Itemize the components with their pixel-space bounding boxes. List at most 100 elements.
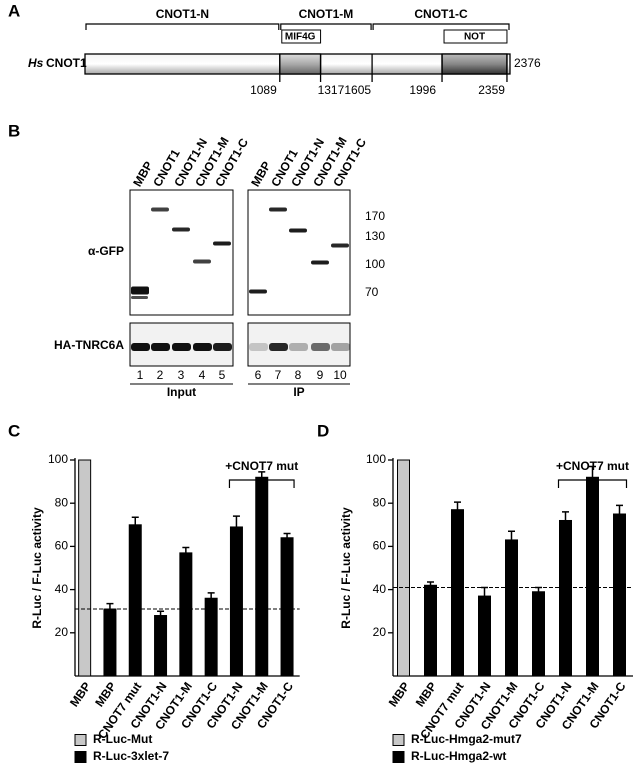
group-label: Input	[167, 385, 196, 399]
y-tick-label: 100	[48, 452, 68, 466]
domain-label: CNOT1-N	[156, 7, 209, 21]
mw-marker: 70	[365, 285, 379, 299]
bar	[78, 459, 92, 677]
band	[193, 343, 212, 351]
y-axis-label: R-Luc / F-Luc activity	[339, 507, 353, 629]
error-bar	[427, 581, 434, 586]
bar	[397, 459, 410, 677]
bar	[532, 591, 545, 677]
bar	[613, 513, 626, 677]
mw-marker: 170	[365, 209, 385, 223]
bar	[505, 539, 518, 677]
lane-number: 2	[157, 368, 164, 382]
motif-box	[281, 29, 322, 44]
error-bar	[535, 586, 542, 592]
y-tick-label: 20	[55, 625, 69, 639]
lane-number: 1	[137, 368, 144, 382]
legend-label: R-Luc-Hmga2-wt	[411, 749, 506, 763]
not-region	[441, 53, 508, 75]
y-tick-label: 80	[373, 495, 387, 509]
lane-number: 6	[255, 368, 262, 382]
antibody-label: α-GFP	[88, 244, 124, 258]
error-bar	[232, 515, 240, 527]
legend-swatch	[74, 734, 87, 746]
bracket	[557, 479, 628, 488]
y-axis-label: R-Luc / F-Luc activity	[30, 507, 44, 629]
error-bar	[157, 610, 165, 616]
position-label: 2359	[478, 83, 505, 97]
lane-number: 8	[295, 368, 302, 382]
band	[289, 343, 308, 351]
protein-name: CNOT1	[46, 56, 87, 70]
protein-length: 2376	[514, 56, 541, 70]
legend-label: R-Luc-Mut	[93, 732, 152, 746]
lane-number: 7	[275, 368, 282, 382]
band	[311, 260, 329, 265]
bar	[478, 595, 491, 677]
domain-label: CNOT1-M	[299, 7, 354, 21]
lane-number: 4	[199, 368, 206, 382]
bar	[128, 524, 142, 677]
blot-gfp	[247, 189, 351, 316]
y-tick-label: 40	[373, 582, 387, 596]
mw-marker: 100	[365, 257, 385, 271]
bar	[424, 584, 437, 677]
lane-number: 9	[317, 368, 324, 382]
x-tick-label: MBP	[386, 680, 413, 710]
error-bar	[283, 532, 291, 538]
x-tick-label: MBP	[67, 680, 94, 710]
error-bar	[589, 465, 596, 478]
mif4g-region	[279, 53, 322, 75]
legend-swatch	[392, 751, 405, 763]
band	[249, 343, 268, 351]
position-label: 1996	[409, 83, 436, 97]
lane-number: 10	[333, 368, 347, 382]
bar	[154, 615, 168, 677]
antibody-label: HA-TNRC6A	[54, 338, 124, 352]
error-bar	[481, 586, 488, 597]
position-label: 1317	[318, 83, 345, 97]
band	[331, 243, 349, 248]
error-bar	[562, 511, 569, 521]
bar	[204, 597, 218, 677]
x-tick-label: MBP	[413, 680, 440, 710]
band	[213, 343, 232, 351]
y-tick-label: 100	[366, 452, 386, 466]
lane-number: 3	[178, 368, 185, 382]
domain-bracket	[85, 23, 280, 30]
bracket-label: +CNOT7 mut	[556, 459, 629, 473]
lane-label: MBP	[248, 159, 273, 189]
legend-label: R-Luc-Hmga2-mut7	[411, 732, 522, 746]
error-bar	[207, 592, 215, 599]
panel-label: B	[8, 121, 20, 140]
legend-label: R-Luc-3xlet-7	[93, 749, 169, 763]
legend-swatch	[74, 751, 87, 763]
panel-label: C	[8, 421, 20, 440]
band	[151, 343, 170, 351]
blot-tnrc6a	[247, 322, 351, 367]
band	[172, 227, 190, 232]
bar	[255, 476, 269, 677]
domain-label: CNOT1-C	[414, 7, 468, 21]
lane-number: 5	[219, 368, 226, 382]
band	[249, 289, 267, 294]
mw-marker: 130	[365, 229, 385, 243]
species: Hs	[28, 56, 44, 70]
error-bar	[182, 546, 190, 553]
y-tick-label: 40	[55, 582, 69, 596]
bar	[103, 608, 117, 677]
band	[151, 207, 169, 212]
bar	[586, 476, 599, 677]
band	[311, 343, 330, 351]
error-bar	[131, 516, 139, 525]
position-label: 1089	[250, 83, 277, 97]
panel-label: D	[317, 421, 329, 440]
domain-bracket	[280, 23, 372, 30]
band	[269, 207, 287, 212]
y-tick-label: 20	[373, 625, 387, 639]
panel-label: A	[8, 1, 20, 20]
bar	[451, 509, 464, 677]
bar	[280, 537, 294, 677]
band	[331, 343, 350, 351]
error-bar	[258, 471, 266, 478]
